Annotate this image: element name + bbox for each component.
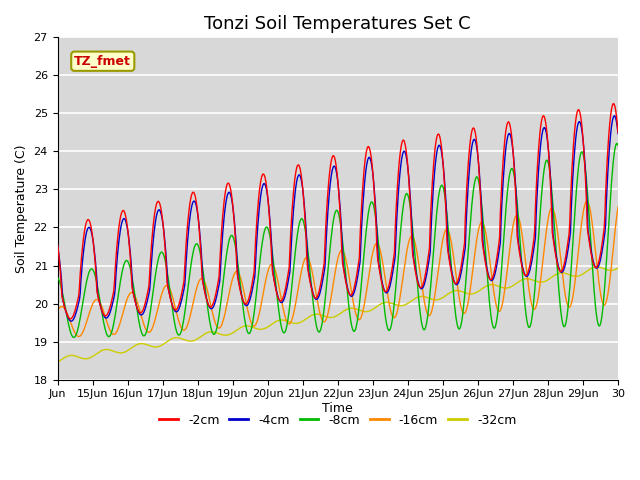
Title: Tonzi Soil Temperatures Set C: Tonzi Soil Temperatures Set C [204,15,471,33]
Text: TZ_fmet: TZ_fmet [74,55,131,68]
Y-axis label: Soil Temperature (C): Soil Temperature (C) [15,144,28,273]
Legend: -2cm, -4cm, -8cm, -16cm, -32cm: -2cm, -4cm, -8cm, -16cm, -32cm [154,408,522,432]
X-axis label: Time: Time [323,402,353,415]
